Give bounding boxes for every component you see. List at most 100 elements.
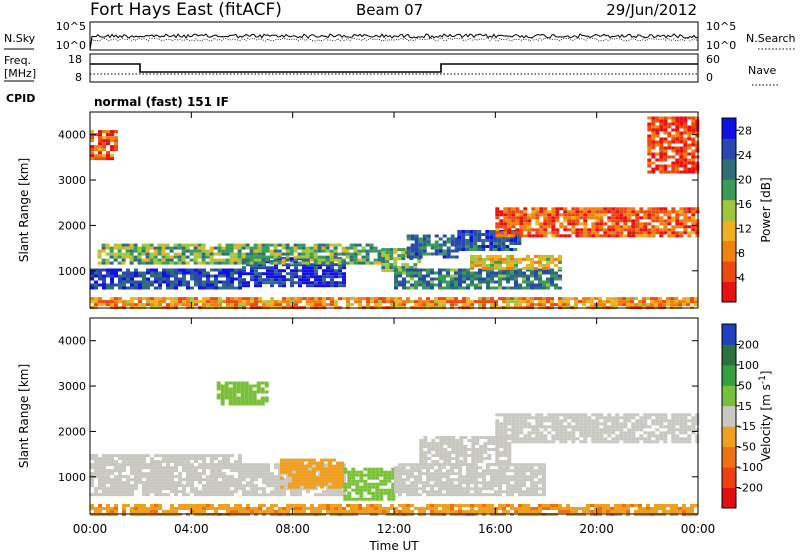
heatmap-cell	[627, 440, 632, 444]
heatmap-cell	[482, 487, 486, 491]
heatmap-cell	[194, 300, 198, 304]
heatmap-cell	[278, 281, 282, 285]
heatmap-cell	[611, 437, 616, 441]
heatmap-cell	[270, 281, 274, 285]
heatmap-cell	[158, 274, 162, 278]
heatmap-cell	[238, 487, 242, 491]
heatmap-cell	[254, 275, 258, 279]
heatmap-cell	[206, 490, 210, 494]
heatmap-cell	[214, 454, 218, 458]
heatmap-cell	[683, 119, 688, 123]
heatmap-cell	[232, 396, 237, 400]
heatmap-cell	[514, 283, 518, 287]
heatmap-cell	[495, 448, 500, 451]
heatmap-cell	[514, 280, 518, 284]
heatmap-cell	[426, 507, 430, 510]
heatmap-cell	[458, 475, 462, 479]
heatmap-cell	[250, 472, 254, 476]
heatmap-cell	[174, 475, 178, 479]
heatmap-cell	[262, 272, 266, 276]
heatmap-cell	[554, 274, 558, 278]
cpid-label: CPID	[6, 92, 35, 105]
heatmap-cell	[181, 243, 186, 247]
heatmap-cell	[394, 469, 398, 473]
heatmap-cell	[230, 277, 234, 281]
heatmap-cell	[178, 463, 182, 467]
heatmap-cell	[214, 274, 218, 278]
heatmap-cell	[419, 463, 424, 466]
heatmap-cell	[322, 263, 326, 267]
heatmap-cell	[471, 439, 476, 442]
heatmap-cell	[490, 481, 494, 485]
heatmap-cell	[575, 231, 580, 235]
heatmap-cell	[389, 251, 394, 255]
heatmap-cell	[332, 470, 336, 474]
heatmap-cell	[150, 457, 154, 461]
heatmap-cell	[343, 467, 348, 471]
heatmap-cell	[232, 387, 237, 391]
heatmap-cell	[288, 470, 292, 474]
heatmap-cell	[178, 478, 182, 482]
heatmap-cell	[666, 297, 670, 301]
heatmap-cell	[438, 297, 442, 301]
heatmap-cell	[515, 437, 520, 441]
heatmap-cell	[675, 161, 680, 165]
heatmap-cell	[418, 297, 422, 301]
heatmap-cell	[574, 303, 578, 307]
heatmap-cell	[439, 448, 444, 451]
heatmap-cell	[129, 243, 134, 247]
heatmap-cell	[487, 463, 492, 466]
heatmap-cell	[531, 213, 536, 217]
heatmap-cell	[426, 274, 430, 278]
heatmap-cell	[224, 381, 229, 385]
heatmap-cell	[494, 254, 498, 258]
heatmap-cell	[130, 510, 134, 513]
heatmap-cell	[371, 482, 376, 486]
heatmap-cell	[503, 234, 508, 238]
heatmap-cell	[186, 300, 190, 304]
heatmap-cell	[651, 167, 656, 171]
heatmap-cell	[158, 283, 162, 287]
heatmap-cell	[110, 469, 114, 473]
heatmap-cell	[442, 507, 446, 510]
heatmap-cell	[254, 472, 258, 476]
heatmap-cell	[466, 484, 470, 488]
heatmap-cell	[265, 243, 270, 247]
heatmap-cell	[334, 510, 338, 513]
heatmap-cell	[486, 268, 490, 272]
heatmap-cell	[266, 275, 270, 279]
heatmap-cell	[186, 286, 190, 290]
heatmap-cell	[222, 487, 226, 491]
heatmap-cell	[478, 260, 482, 264]
heatmap-cell	[106, 454, 110, 458]
heatmap-cell	[126, 277, 130, 281]
heatmap-cell	[249, 258, 254, 262]
heatmap-cell	[290, 297, 294, 301]
heatmap-cell	[402, 472, 406, 476]
heatmap-cell	[94, 457, 98, 461]
heatmap-cell	[450, 300, 454, 304]
heatmap-cell	[691, 122, 696, 126]
heatmap-cell	[493, 242, 498, 245]
heatmap-cell	[253, 243, 258, 247]
heatmap-cell	[595, 425, 600, 429]
heatmap-cell	[264, 381, 269, 385]
heatmap-cell	[598, 297, 602, 301]
heatmap-cell	[166, 481, 170, 485]
heatmap-cell	[547, 425, 552, 429]
heatmap-cell	[498, 469, 502, 473]
heatmap-cell	[675, 131, 680, 135]
heatmap-cell	[90, 466, 94, 470]
heatmap-cell	[683, 419, 688, 423]
heatmap-cell	[216, 396, 221, 400]
heatmap-cell	[618, 300, 622, 304]
heatmap-cell	[197, 261, 202, 265]
heatmap-cell	[675, 225, 680, 229]
heatmap-cell	[595, 207, 600, 211]
heatmap-cell	[234, 490, 238, 494]
heatmap-cell	[422, 243, 427, 247]
heatmap-cell	[607, 413, 612, 417]
heatmap-cell	[642, 297, 646, 301]
heatmap-cell	[498, 481, 502, 485]
heatmap-cell	[511, 234, 516, 238]
